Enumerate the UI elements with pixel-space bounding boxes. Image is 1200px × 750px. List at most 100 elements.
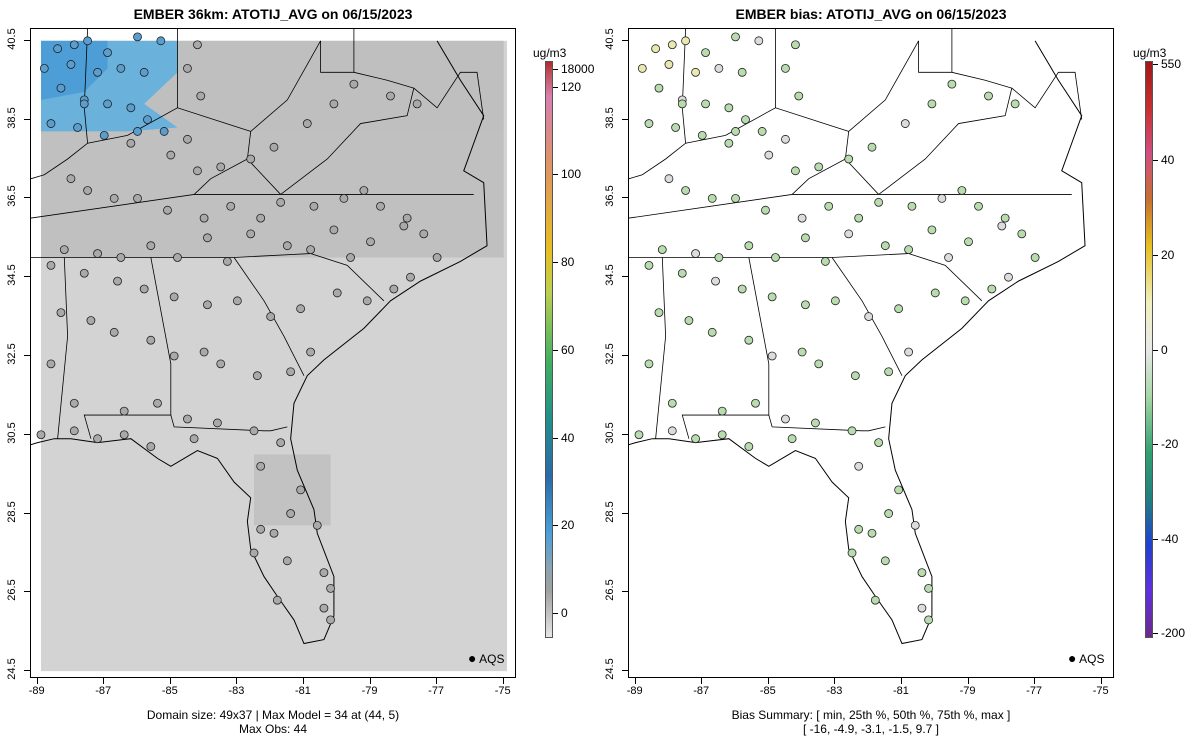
y-tick-mark bbox=[622, 512, 628, 514]
aqs-site-point bbox=[282, 556, 292, 566]
aqs-site-point bbox=[119, 406, 129, 416]
x-tick-label: -81 bbox=[295, 685, 311, 697]
y-tick-label: 28.5 bbox=[604, 500, 616, 523]
aqs-site-point bbox=[724, 103, 734, 113]
aqs-site-point bbox=[924, 615, 933, 625]
aqs-site-point bbox=[93, 249, 102, 258]
aqs-site-point bbox=[306, 245, 316, 255]
x-tick-mark bbox=[767, 678, 769, 684]
x-tick-label: -83 bbox=[826, 685, 843, 697]
aqs-site-point bbox=[904, 245, 914, 255]
colorbar-tick-label: -40 bbox=[1161, 532, 1179, 546]
aqs-site-point bbox=[169, 351, 179, 361]
colorbar-tick-mark bbox=[553, 69, 558, 70]
colorbar-tick-mark bbox=[553, 87, 558, 88]
y-tick-label: 34.5 bbox=[604, 264, 616, 286]
aqs-site-point bbox=[213, 418, 222, 428]
aqs-site-point bbox=[389, 284, 399, 294]
y-tick-mark bbox=[24, 276, 30, 278]
x-tick-mark bbox=[502, 678, 504, 684]
aqs-site-point bbox=[664, 60, 674, 69]
left-colorbar bbox=[545, 61, 553, 638]
state-border bbox=[1011, 71, 1083, 120]
colorbar-tick-label: 550 bbox=[1161, 57, 1182, 71]
aqs-site-point bbox=[714, 63, 724, 73]
aqs-site-point bbox=[637, 63, 647, 73]
aqs-site-point bbox=[66, 174, 76, 184]
aqs-site-point bbox=[79, 268, 89, 278]
y-tick-mark bbox=[24, 591, 30, 593]
aqs-site-point bbox=[246, 154, 256, 164]
aqs-site-point bbox=[69, 426, 79, 436]
x-tick-mark bbox=[169, 678, 171, 684]
x-tick-mark bbox=[1034, 678, 1036, 684]
aqs-site-point bbox=[46, 260, 56, 270]
aqs-site-point bbox=[39, 63, 49, 73]
left-colorbar-units: ug/m3 bbox=[533, 46, 567, 60]
aqs-site-point bbox=[79, 99, 89, 109]
colorbar-tick-label: -200 bbox=[1161, 626, 1186, 640]
aqs-site-point bbox=[797, 213, 807, 223]
colorbar-tick-label: 0 bbox=[561, 606, 568, 620]
x-tick-mark bbox=[834, 678, 836, 684]
aqs-site-point bbox=[944, 253, 953, 262]
aqs-site-point bbox=[947, 79, 957, 89]
y-tick-mark bbox=[24, 670, 30, 672]
aqs-site-point bbox=[1017, 229, 1027, 239]
aqs-site-point bbox=[109, 327, 119, 337]
aqs-site-point bbox=[139, 284, 149, 294]
state-border bbox=[246, 40, 321, 160]
aqs-site-point bbox=[216, 162, 226, 172]
aqs-site-point bbox=[791, 40, 800, 50]
aqs-site-point bbox=[717, 406, 727, 416]
aqs-site-point bbox=[867, 142, 877, 152]
aqs-site-point bbox=[412, 99, 422, 109]
aqs-site-point bbox=[904, 347, 914, 357]
colorbar-tick-label: 100 bbox=[561, 167, 582, 181]
aqs-site-point bbox=[276, 438, 286, 448]
aqs-site-point bbox=[801, 300, 810, 310]
aqs-site-point bbox=[296, 485, 306, 495]
state-border bbox=[629, 194, 1072, 219]
colorbar-tick-mark bbox=[1153, 350, 1158, 351]
aqs-site-point bbox=[126, 138, 136, 148]
aqs-site-point bbox=[910, 520, 920, 530]
y-tick-label: 36.5 bbox=[604, 185, 616, 208]
aqs-site-point bbox=[53, 44, 63, 54]
aqs-site-point bbox=[907, 201, 917, 211]
y-tick-label: 38.5 bbox=[6, 106, 18, 129]
colorbar-tick-mark bbox=[553, 262, 558, 263]
aqs-site-point bbox=[269, 142, 279, 152]
aqs-site-point bbox=[711, 276, 720, 286]
state-border bbox=[768, 414, 886, 432]
aqs-site-point bbox=[677, 268, 687, 278]
aqs-site-point bbox=[256, 213, 266, 223]
x-tick-label: -89 bbox=[28, 685, 45, 697]
aqs-site-point bbox=[884, 367, 894, 377]
aqs-site-point bbox=[924, 583, 933, 593]
aqs-site-point bbox=[791, 166, 800, 176]
colorbar-tick-mark bbox=[1153, 255, 1158, 256]
colorbar-tick-mark bbox=[553, 525, 558, 526]
aqs-site-point bbox=[854, 461, 864, 471]
aqs-site-point bbox=[744, 335, 754, 345]
x-tick-label: -89 bbox=[626, 685, 643, 697]
x-tick-label: -75 bbox=[1092, 685, 1109, 697]
right-map bbox=[629, 29, 1086, 645]
aqs-site-point bbox=[667, 398, 677, 408]
aqs-site-point bbox=[183, 63, 192, 73]
left-legend: ● AQS bbox=[468, 650, 504, 666]
aqs-site-point bbox=[1000, 213, 1010, 223]
aqs-site-point bbox=[246, 229, 256, 239]
x-tick-mark bbox=[302, 678, 304, 684]
y-tick-label: 24.5 bbox=[604, 658, 616, 680]
x-tick-mark bbox=[900, 678, 902, 684]
x-tick-mark bbox=[36, 678, 38, 684]
aqs-site-point bbox=[714, 253, 724, 262]
aqs-site-point bbox=[787, 434, 797, 444]
aqs-site-point bbox=[116, 63, 126, 73]
aqs-site-point bbox=[937, 193, 947, 203]
aqs-site-point bbox=[133, 32, 142, 42]
aqs-site-point bbox=[751, 398, 760, 408]
colorbar-tick-label: 20 bbox=[561, 518, 575, 532]
